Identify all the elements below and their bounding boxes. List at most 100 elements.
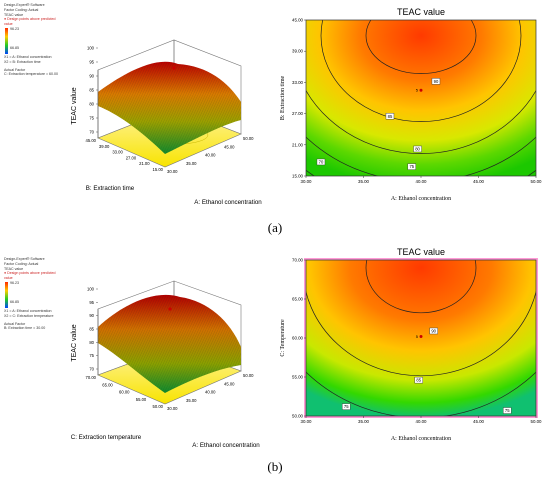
z-tick-label: 80: [89, 102, 94, 107]
x-tick-label: 30.00: [301, 179, 313, 184]
y-tick-label: 55.00: [292, 375, 304, 380]
legend-design-points: ● Design points above predicted value: [4, 271, 56, 281]
legend-max: 96.23: [10, 26, 19, 31]
contour-label-box: [316, 158, 326, 166]
x-tick-label: 40.00: [205, 390, 216, 395]
contour-label-box: [385, 112, 395, 120]
contour-line: [306, 290, 536, 377]
z-tick-label: 85: [89, 88, 94, 93]
x-tick-label: 30.00: [301, 419, 313, 424]
contour-level-label: 70: [319, 160, 324, 165]
legend-design-points: ● Design points above predicted value: [4, 17, 56, 27]
y-tick-label: 50.00: [292, 414, 304, 419]
design-point: [419, 334, 423, 338]
y-tick-label: 45.00: [86, 138, 97, 143]
contour-level-label: 75: [409, 164, 414, 169]
panel-b: Design-Expert® Software Factor Coding: A…: [0, 239, 550, 478]
contour-label-box: [413, 145, 422, 153]
legend-line: C: Extraction temperature = 60.00: [4, 72, 59, 77]
surface-plot-a: 100 95 90 85 80 75 70 30.00 35.00 40.00 45.00 50.0…: [71, 39, 262, 206]
x-tick-label: 35.00: [358, 419, 370, 424]
y-tick-label: 70.00: [86, 375, 97, 380]
z-tick-label: 90: [89, 313, 94, 318]
design-point-label: 5: [416, 334, 419, 339]
y-tick-label: 15.00: [153, 167, 164, 172]
surface-mesh: [98, 61, 241, 154]
y-tick-label: 27.00: [126, 155, 137, 160]
contour-line: [365, 20, 477, 74]
x-tick-label: 35.00: [186, 161, 197, 166]
y-axis-label: B: Extraction time: [280, 76, 286, 121]
x-tick-label: 50.00: [243, 136, 254, 141]
legend-line: Design-Expert® Software: [4, 3, 45, 7]
y-axis-label: C: Extraction temperature: [71, 434, 142, 441]
design-point-label: 5: [416, 88, 419, 93]
contour-level-label: 85: [416, 378, 421, 383]
z-tick-label: 85: [89, 327, 94, 332]
y-tick-label: 21.00: [139, 161, 150, 166]
contour-level-label: 80: [415, 147, 420, 152]
contour-line: [365, 260, 477, 314]
legend-line: Design-Expert® Software: [4, 257, 45, 261]
y-tick-label: 39.00: [99, 144, 110, 149]
y-tick-label: 50.00: [153, 404, 164, 409]
x-tick-label: 40.00: [205, 153, 216, 158]
z-axis-label: TEAC value: [71, 87, 78, 124]
z-tick-label: 95: [89, 60, 94, 65]
contour-line: [306, 89, 536, 154]
caption-b: (b): [267, 459, 283, 474]
legend-max: 96.23: [10, 280, 19, 285]
contour-line: [320, 20, 522, 122]
y-tick-label: 60.00: [292, 336, 304, 341]
x-axis-label: A: Ethanol concentration: [391, 196, 451, 202]
x-tick-label: 50.00: [531, 179, 543, 184]
x-tick-label: 45.00: [473, 179, 485, 184]
contour-plot-a: 30.00 35.00 40.00 45.00 50.00 15.00 21.00 27.00…: [280, 7, 543, 202]
contour-level-label: 90: [434, 79, 439, 84]
contour-title: TEAC value: [397, 7, 445, 17]
y-tick-label: 65.00: [292, 297, 304, 302]
legend-line: Factor Coding: Actual: [4, 261, 39, 266]
y-tick-label: 39.00: [292, 49, 304, 54]
z-tick-label: 90: [89, 74, 94, 79]
contour-plot-b: 30.00 35.00 40.00 45.00 50.00 50.00 55.00 60.00…: [280, 247, 543, 442]
x-tick-label: 45.00: [224, 144, 235, 149]
contour-level-label: 75: [505, 408, 510, 413]
y-tick-label: 70.00: [292, 258, 304, 263]
x-tick-label: 45.00: [224, 381, 235, 386]
x-axis-label: A: Ethanol concentration: [391, 436, 451, 442]
legend-line: Actual Factor: [4, 67, 26, 72]
contour-label-box: [431, 78, 441, 85]
legend-line: X2 = B: Extraction time: [4, 59, 41, 64]
legend-line: TEAC value: [4, 12, 24, 17]
legend-line: X2 = C: Extraction temperature: [4, 313, 54, 318]
contour-level-label: 85: [388, 114, 393, 119]
legend-line: X1 = A: Ethanol concentration: [4, 308, 52, 313]
contour-title: TEAC value: [397, 247, 445, 257]
contour-fill: [306, 20, 536, 176]
legend-b: Design-Expert® Software Factor Coding: A…: [4, 257, 64, 331]
x-tick-label: 50.00: [243, 373, 254, 378]
y-axis-label: B: Extraction time: [86, 185, 135, 192]
y-axis-label: C: Temperature: [280, 319, 286, 357]
x-tick-label: 45.00: [473, 419, 485, 424]
z-tick-label: 95: [89, 300, 94, 305]
contour-label-box: [429, 327, 438, 335]
legend-min: 66.85: [10, 299, 19, 304]
legend-line: B: Extraction time = 30.00: [4, 326, 46, 331]
z-tick-label: 75: [89, 353, 94, 358]
x-tick-label: 40.00: [416, 419, 428, 424]
x-tick-label: 30.00: [167, 169, 178, 174]
legend-a: Design-Expert® Software Factor Coding: A…: [4, 3, 64, 77]
x-tick-label: 35.00: [358, 179, 370, 184]
contour-label-box: [407, 163, 417, 170]
y-tick-label: 27.00: [292, 111, 304, 116]
design-point: [419, 88, 423, 92]
x-tick-label: 50.00: [531, 419, 543, 424]
design-point: [172, 66, 176, 70]
legend-color-ramp: [5, 281, 8, 308]
y-tick-label: 45.00: [292, 18, 304, 23]
z-tick-label: 100: [87, 287, 95, 292]
contour-level-label: 75: [344, 404, 349, 409]
y-tick-label: 55.00: [136, 397, 147, 402]
